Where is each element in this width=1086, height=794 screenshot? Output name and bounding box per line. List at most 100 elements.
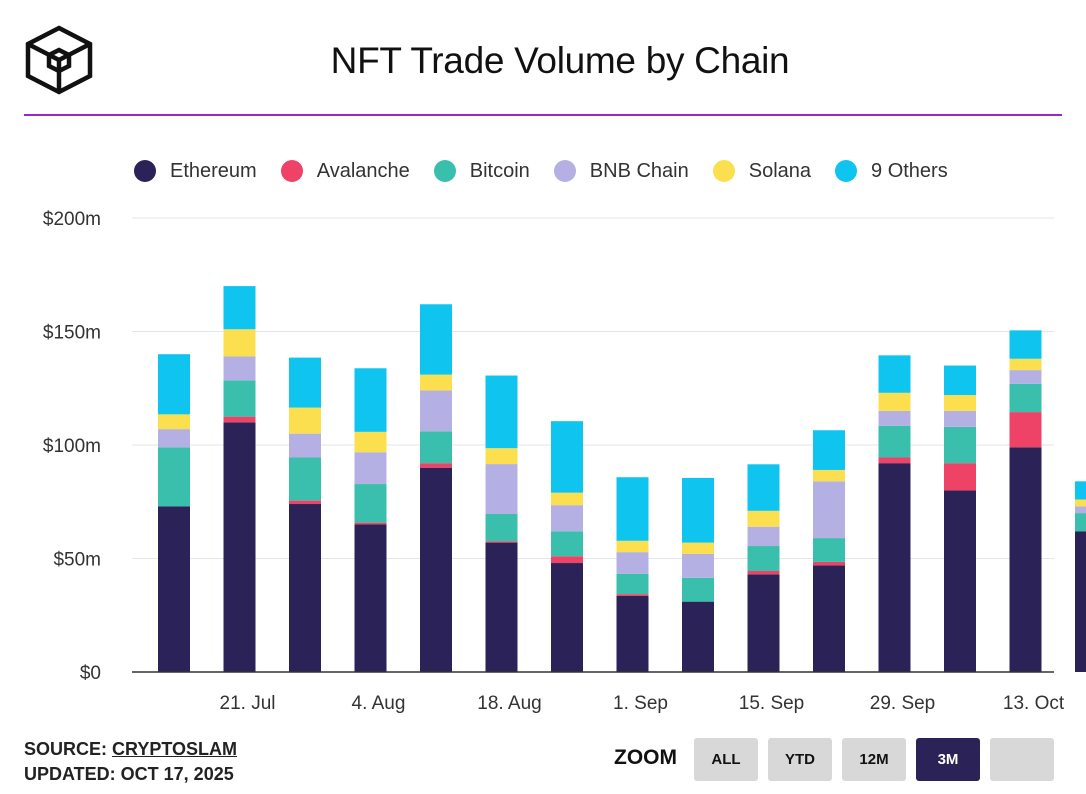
x-tick-label: 1. Sep <box>613 693 668 714</box>
legend-label-ethereum: Ethereum <box>170 159 257 182</box>
bar-segment-solana <box>223 329 256 357</box>
legend-label-bitcoin: Bitcoin <box>469 159 530 182</box>
bar-segment-bnb-chain <box>354 452 387 485</box>
bar-segment-bnb-chain <box>747 526 780 547</box>
bar-segment-9-others <box>551 421 583 493</box>
bar-segment-bnb-chain <box>878 410 911 426</box>
bar-segment-bitcoin <box>1075 513 1086 532</box>
bar-segment-ethereum <box>944 490 976 672</box>
x-tick-label: 4. Aug <box>352 693 406 714</box>
legend-swatch-solana <box>712 160 735 182</box>
bar-segment-ethereum <box>747 574 780 672</box>
bar-segment-avalanche <box>354 522 387 525</box>
bar-segment-9-others <box>420 304 452 375</box>
bar-segment-avalanche <box>813 561 845 566</box>
bar-segment-bitcoin <box>682 577 714 602</box>
bar-segment-bnb-chain <box>158 429 190 448</box>
source-link[interactable]: CRYPTOSLAM <box>112 739 238 759</box>
bar-segment-solana <box>944 395 976 411</box>
bar-segment-ethereum <box>616 595 649 672</box>
bar-segment-bnb-chain <box>551 505 583 532</box>
bar-segment-9-others <box>354 368 387 432</box>
bar-segment-avalanche <box>485 541 518 543</box>
chart-legend: Ethereum Avalanche Bitcoin BNB Chain Sol… <box>134 156 972 186</box>
bar-segment-avalanche <box>551 556 583 564</box>
bar-segment-bnb-chain <box>682 553 714 578</box>
zoom-3m-button[interactable]: 3M <box>916 738 980 781</box>
bar-segment-9-others <box>158 354 190 415</box>
bar-segment-bnb-chain <box>223 356 256 381</box>
bar-segment-solana <box>616 540 649 553</box>
bar-segment-bitcoin <box>223 380 256 417</box>
bar-segment-avalanche <box>289 500 321 505</box>
bar-segment-solana <box>747 510 780 527</box>
bar-segment-bitcoin <box>878 425 911 458</box>
bar-segment-9-others <box>747 464 780 511</box>
bar-segment-ethereum <box>551 563 583 672</box>
bar-segment-solana <box>813 469 845 482</box>
bar-segment-solana <box>354 431 387 453</box>
updated-date: UPDATED: OCT 17, 2025 <box>24 764 234 784</box>
bar-segment-avalanche <box>878 457 911 464</box>
bar-segment-solana <box>485 448 518 465</box>
legend-item-avalanche[interactable]: Avalanche <box>280 160 410 183</box>
bar-segment-ethereum <box>289 504 321 672</box>
bar-segment-ethereum <box>1075 531 1086 672</box>
bar-segment-9-others <box>616 477 649 541</box>
source-line: SOURCE: CRYPTOSLAM <box>24 737 237 762</box>
bar-segment-ethereum <box>223 422 256 672</box>
zoom-label: ZOOM <box>614 746 677 769</box>
bar-segment-avalanche <box>944 463 976 491</box>
bar-segment-avalanche <box>747 570 780 575</box>
bar-segment-bitcoin <box>813 538 845 562</box>
bar-segment-bitcoin <box>158 447 190 507</box>
bar-segment-bnb-chain <box>813 481 845 539</box>
bar-segment-solana <box>1009 358 1042 371</box>
legend-label-solana: Solana <box>748 159 812 182</box>
bar-segment-bitcoin <box>944 426 976 464</box>
bar-segment-ethereum <box>354 524 387 672</box>
bar-segment-ethereum <box>1009 447 1042 672</box>
x-tick-label: 18. Aug <box>477 693 541 714</box>
bar-segment-9-others <box>289 357 321 408</box>
bar-segment-avalanche <box>223 416 256 423</box>
bar-segment-bitcoin <box>1009 383 1042 413</box>
x-tick-label: 21. Jul <box>220 693 276 714</box>
legend-swatch-bitcoin <box>433 160 456 182</box>
bar-segment-ethereum <box>813 565 845 672</box>
legend-item-ethereum[interactable]: Ethereum <box>134 160 257 183</box>
legend-item-others[interactable]: 9 Others <box>835 160 948 183</box>
bar-segment-solana <box>878 392 911 411</box>
zoom-extra-button[interactable] <box>990 738 1054 781</box>
legend-label-bnb-chain: BNB Chain <box>589 159 689 182</box>
legend-label-others: 9 Others <box>871 159 948 182</box>
bar-segment-9-others <box>944 365 976 396</box>
bar-segment-bnb-chain <box>1009 370 1042 384</box>
bar-segment-9-others <box>682 477 714 543</box>
zoom-12m-button[interactable]: 12M <box>842 738 906 781</box>
bar-segment-bnb-chain <box>1075 506 1086 514</box>
bar-segment-avalanche <box>1009 412 1042 448</box>
y-tick-label: $200m <box>43 209 101 230</box>
bar-segment-bitcoin <box>551 531 583 557</box>
bar-segment-solana <box>551 492 583 506</box>
bar-segment-solana <box>1075 499 1086 507</box>
bar-segment-ethereum <box>878 463 911 672</box>
x-tick-label: 13. Oct <box>1003 693 1065 714</box>
y-tick-label: $0 <box>80 663 101 684</box>
legend-item-bnb-chain[interactable]: BNB Chain <box>553 159 689 183</box>
bar-segment-9-others <box>878 355 911 393</box>
y-tick-label: $100m <box>43 436 101 457</box>
bar-segment-bnb-chain <box>944 410 976 427</box>
zoom-ytd-button[interactable]: YTD <box>768 738 832 781</box>
bar-segment-9-others <box>1009 330 1042 359</box>
bar-segment-avalanche <box>420 463 452 468</box>
legend-swatch-avalanche <box>280 160 303 182</box>
chart-footer: SOURCE: CRYPTOSLAM UPDATED: OCT 17, 2025 <box>24 737 237 787</box>
x-tick-label: 29. Sep <box>870 693 936 714</box>
bar-segment-bitcoin <box>616 573 649 595</box>
zoom-all-button[interactable]: ALL <box>694 738 758 781</box>
legend-item-solana[interactable]: Solana <box>712 159 812 183</box>
legend-item-bitcoin[interactable]: Bitcoin <box>433 159 530 183</box>
bar-segment-bnb-chain <box>485 464 518 515</box>
